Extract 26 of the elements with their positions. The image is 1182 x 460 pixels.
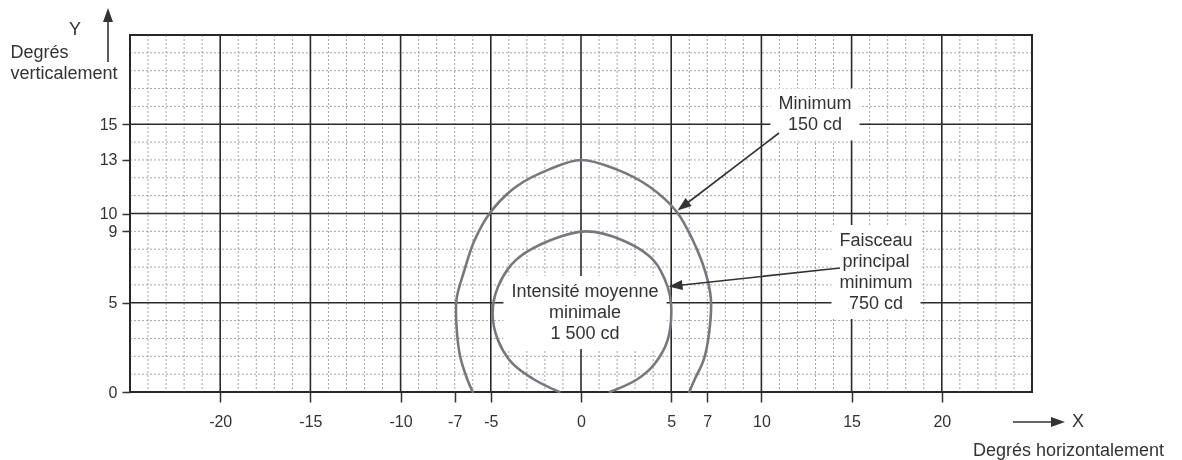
y-tick-label: 9 [108,222,118,240]
y-axis-title: Degrés verticalement [10,41,118,83]
y-tick-label: 15 [99,115,118,133]
annotation: Faisceau principal minimum 750 cd [839,229,913,313]
annotation: Minimum 150 cd [778,93,852,134]
y-tick-label: 0 [108,383,118,401]
x-tick-label: 7 [703,412,713,430]
line-series [454,158,713,394]
x-tick-label: -7 [448,412,463,430]
y-tick-label: 5 [108,294,118,312]
y-tick-label: 13 [99,151,118,169]
x-tick-label: 15 [843,412,862,430]
x-tick-label: -15 [299,412,323,430]
text: Y [68,19,82,39]
y-tick-label: 10 [99,205,118,222]
x-tick-label: -10 [389,412,413,430]
x-tick-label: 20 [933,412,952,430]
x-tick-label: 5 [667,412,677,430]
x-tick-label: 0 [577,412,587,430]
x-axis-title: Degrés horizontalement [972,439,1165,460]
x-tick-label: -5 [484,412,499,430]
x-tick-label: -20 [209,412,233,430]
line-series [491,230,673,394]
annotation: Intensité moyenne minimale 1 500 cd [511,280,659,343]
text: X [1071,411,1085,431]
x-tick-label: 10 [753,412,771,430]
